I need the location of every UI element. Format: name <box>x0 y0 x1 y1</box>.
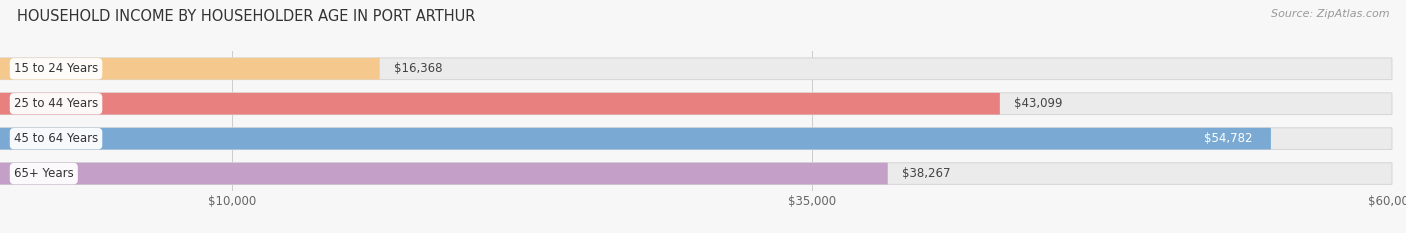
Text: 45 to 64 Years: 45 to 64 Years <box>14 132 98 145</box>
Text: $16,368: $16,368 <box>394 62 441 75</box>
Text: 15 to 24 Years: 15 to 24 Years <box>14 62 98 75</box>
FancyBboxPatch shape <box>0 128 1271 150</box>
FancyBboxPatch shape <box>0 58 1392 80</box>
FancyBboxPatch shape <box>0 163 1392 185</box>
Text: Source: ZipAtlas.com: Source: ZipAtlas.com <box>1271 9 1389 19</box>
FancyBboxPatch shape <box>0 163 887 185</box>
FancyBboxPatch shape <box>0 93 1000 115</box>
Text: 25 to 44 Years: 25 to 44 Years <box>14 97 98 110</box>
Text: $54,782: $54,782 <box>1204 132 1253 145</box>
Text: HOUSEHOLD INCOME BY HOUSEHOLDER AGE IN PORT ARTHUR: HOUSEHOLD INCOME BY HOUSEHOLDER AGE IN P… <box>17 9 475 24</box>
Text: $43,099: $43,099 <box>1014 97 1063 110</box>
FancyBboxPatch shape <box>0 93 1392 115</box>
FancyBboxPatch shape <box>0 58 380 80</box>
Text: $38,267: $38,267 <box>901 167 950 180</box>
Text: 65+ Years: 65+ Years <box>14 167 73 180</box>
FancyBboxPatch shape <box>0 128 1392 150</box>
